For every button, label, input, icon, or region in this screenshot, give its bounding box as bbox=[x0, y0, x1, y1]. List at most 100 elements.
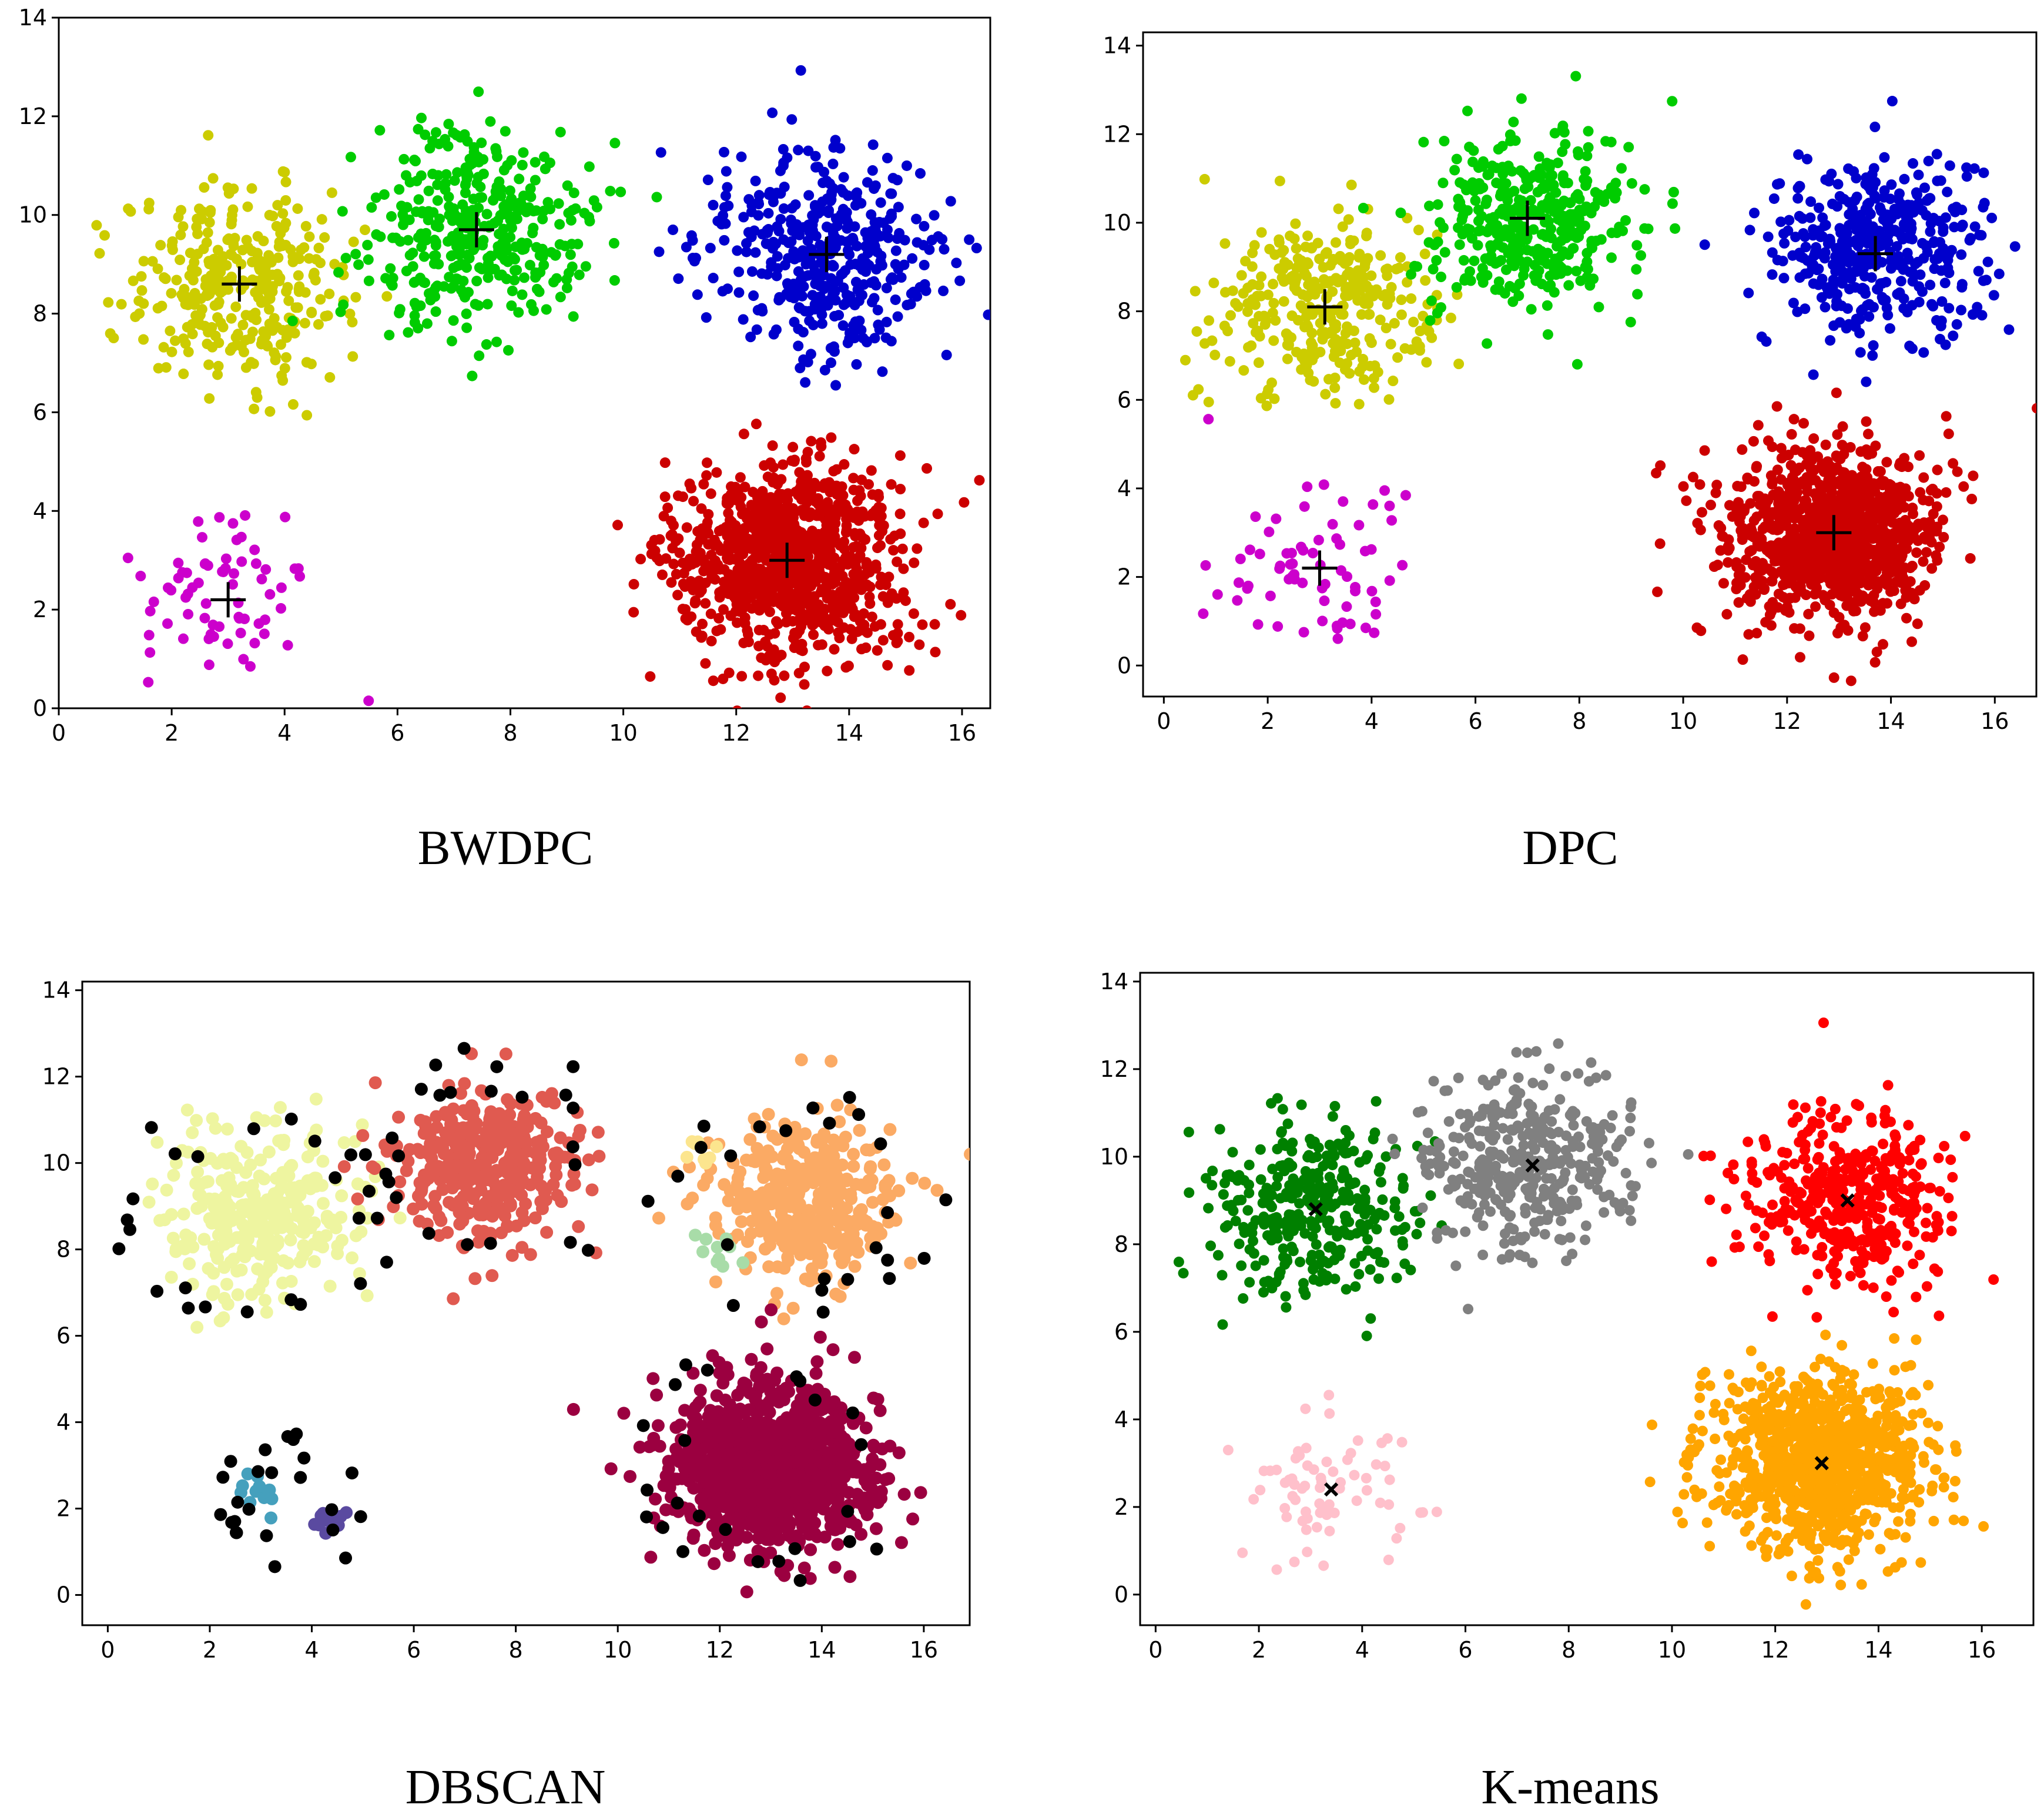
x-tick-label: 12 bbox=[1773, 708, 1801, 734]
point-cluster-4 bbox=[1877, 478, 1888, 490]
point-cluster-1 bbox=[287, 399, 299, 410]
point-cluster-1 bbox=[360, 225, 371, 236]
point-cluster-4 bbox=[723, 508, 734, 519]
point-cluster-4 bbox=[801, 497, 812, 508]
point-cluster-3 bbox=[866, 209, 877, 220]
point-cluster-3 bbox=[1877, 257, 1888, 268]
point-cluster-1 bbox=[1295, 300, 1306, 311]
point-cluster-3 bbox=[763, 207, 774, 219]
point-cluster-2 bbox=[1439, 136, 1450, 147]
point-cluster-5 bbox=[143, 677, 154, 688]
point-cluster-3 bbox=[767, 107, 778, 118]
point-cluster-3 bbox=[702, 174, 713, 185]
point-cluster-2 bbox=[528, 305, 540, 316]
point-cluster-5 bbox=[1317, 615, 1328, 627]
point-cluster-1 bbox=[293, 1188, 307, 1202]
point-cluster-2 bbox=[1358, 202, 1369, 213]
point-cluster-4 bbox=[1815, 572, 1826, 584]
point-cluster-4 bbox=[783, 518, 794, 529]
point-cluster-1 bbox=[1283, 340, 1294, 351]
point-cluster-4 bbox=[659, 457, 671, 468]
point-cluster-4 bbox=[1928, 508, 1939, 520]
point-cluster-2 bbox=[387, 232, 398, 243]
point-cluster-1 bbox=[218, 1237, 232, 1251]
point-cluster-3 bbox=[1901, 219, 1912, 230]
point-cluster-4 bbox=[1862, 428, 1874, 440]
point-cluster-2 bbox=[413, 123, 424, 135]
point-cluster-5 bbox=[1345, 618, 1356, 630]
point-cluster-3 bbox=[827, 289, 839, 300]
point-cluster-1 bbox=[320, 1213, 334, 1226]
point-cluster-4 bbox=[800, 537, 811, 548]
point-cluster-1 bbox=[280, 352, 291, 363]
point-cluster-2 bbox=[517, 1113, 530, 1126]
point-cluster-4 bbox=[732, 705, 742, 708]
point-cluster-4 bbox=[863, 479, 874, 490]
point-cluster-1 bbox=[1420, 275, 1431, 286]
point-cluster-2 bbox=[1606, 136, 1617, 148]
point-cluster-1 bbox=[177, 292, 189, 303]
point-cluster-2 bbox=[403, 235, 414, 246]
point-cluster-3 bbox=[1938, 226, 1949, 237]
point-cluster-2 bbox=[333, 267, 344, 278]
point-cluster-3 bbox=[720, 218, 731, 229]
point-cluster-2 bbox=[579, 207, 590, 219]
point-cluster-3 bbox=[1879, 152, 1890, 163]
point-cluster-1 bbox=[165, 325, 176, 336]
point-cluster-3 bbox=[890, 245, 902, 256]
point-cluster-1 bbox=[212, 245, 223, 256]
point-cluster-1 bbox=[294, 281, 305, 292]
point-cluster-2 bbox=[447, 215, 458, 226]
point-cluster-3 bbox=[830, 213, 842, 224]
point-cluster-4 bbox=[1808, 433, 1820, 444]
point-cluster-4 bbox=[768, 564, 779, 575]
point-cluster-4 bbox=[1864, 517, 1875, 528]
point-cluster-5 bbox=[145, 647, 156, 658]
point-cluster-2 bbox=[472, 1236, 485, 1249]
point-cluster-4 bbox=[1861, 531, 1872, 543]
point-cluster-2 bbox=[1480, 253, 1491, 265]
point-cluster-3 bbox=[1792, 193, 1804, 204]
point-cluster-4 bbox=[1816, 481, 1827, 492]
point-cluster-4 bbox=[838, 622, 849, 633]
point-cluster-3 bbox=[828, 341, 839, 352]
point-cluster-4 bbox=[1912, 618, 1923, 630]
point-cluster-1 bbox=[254, 1223, 268, 1237]
point-cluster-2 bbox=[1581, 256, 1593, 267]
point-cluster-2 bbox=[1556, 235, 1567, 246]
point-cluster-3 bbox=[1956, 205, 1968, 216]
point-cluster-3 bbox=[1832, 289, 1843, 300]
point-cluster-3 bbox=[1808, 278, 1819, 289]
point-cluster-4 bbox=[763, 589, 774, 600]
point-cluster-4 bbox=[1782, 513, 1794, 524]
point-cluster-1 bbox=[1219, 287, 1231, 298]
point-cluster-2 bbox=[386, 211, 397, 222]
point-cluster-3 bbox=[1939, 277, 1951, 289]
point-cluster-4 bbox=[1820, 501, 1831, 512]
point-cluster-4 bbox=[1735, 481, 1747, 492]
point-cluster-3 bbox=[708, 273, 719, 284]
point-cluster-3 bbox=[1859, 218, 1870, 229]
point-cluster-2 bbox=[1533, 207, 1544, 218]
point-cluster-1 bbox=[263, 1258, 276, 1272]
point-cluster-2 bbox=[518, 147, 529, 158]
point-cluster-5 bbox=[200, 598, 212, 609]
x-tick-label: 10 bbox=[1669, 708, 1697, 734]
point-cluster-1 bbox=[1395, 252, 1406, 263]
point-cluster-2 bbox=[477, 263, 488, 274]
point-cluster-3 bbox=[1768, 193, 1780, 204]
point-cluster-4 bbox=[1775, 474, 1787, 485]
point-cluster-1 bbox=[1399, 343, 1410, 354]
point-cluster-4 bbox=[1905, 563, 1916, 574]
point-cluster-1 bbox=[292, 302, 303, 313]
point-cluster-4 bbox=[1831, 387, 1842, 399]
point-cluster-2 bbox=[1462, 105, 1473, 116]
point-cluster-5 bbox=[280, 511, 291, 523]
point-cluster-1 bbox=[260, 1305, 273, 1319]
point-cluster-2 bbox=[500, 126, 511, 137]
point-cluster-2 bbox=[1428, 263, 1439, 274]
point-cluster-1 bbox=[125, 206, 136, 217]
point-cluster-4 bbox=[1810, 519, 1821, 530]
point-cluster-3 bbox=[778, 203, 789, 214]
point-cluster-1 bbox=[1262, 289, 1274, 300]
